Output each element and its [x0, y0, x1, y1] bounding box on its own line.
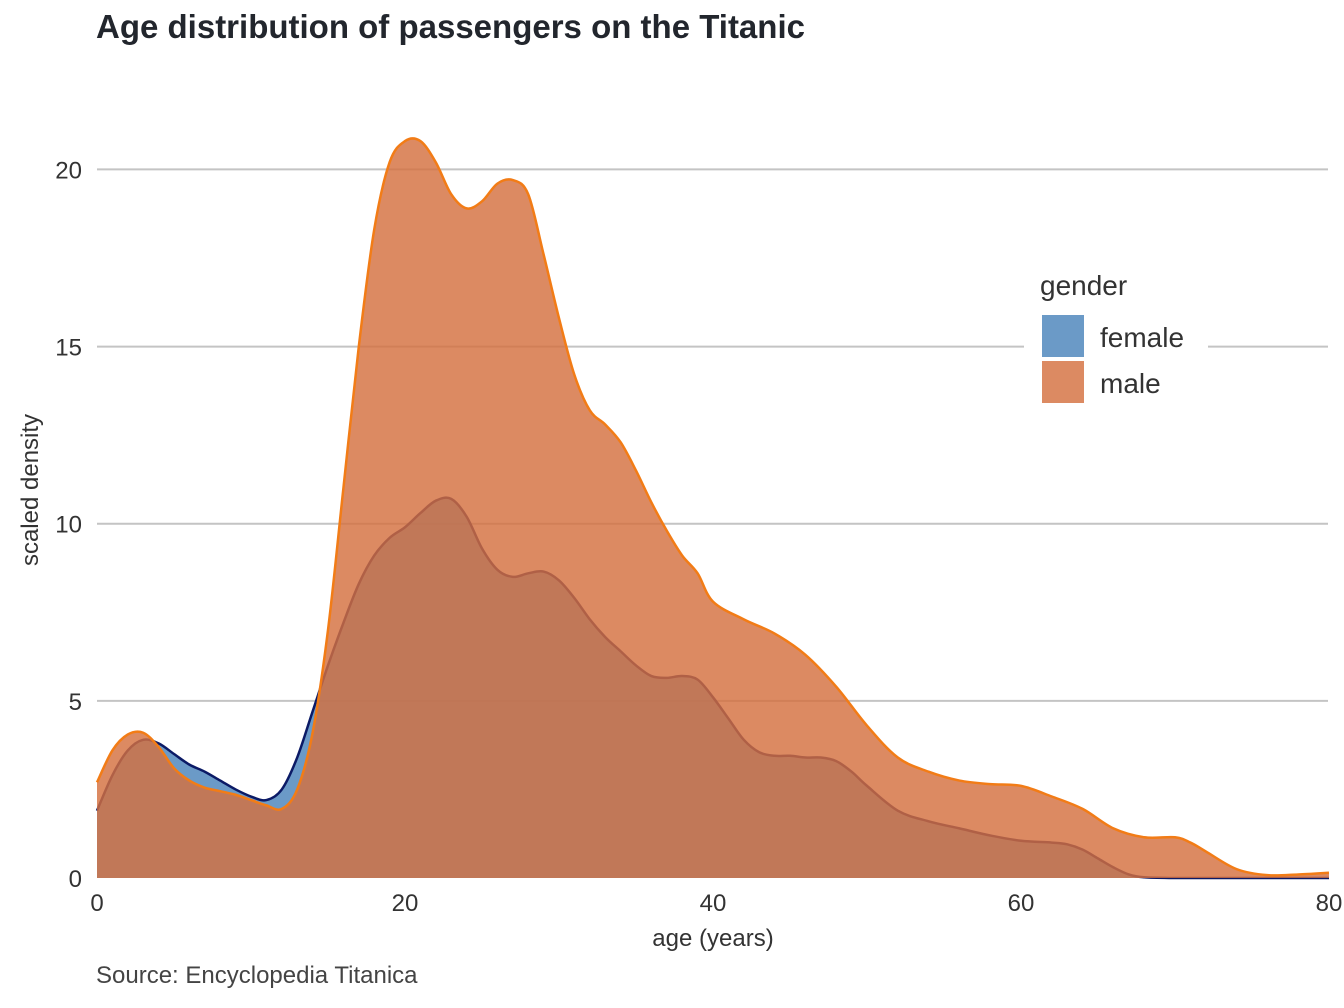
legend-label-male: male: [1100, 368, 1161, 399]
chart-caption: Source: Encyclopedia Titanica: [96, 962, 418, 989]
x-tick-label-60: 60: [1008, 890, 1035, 917]
y-tick-label-5: 5: [69, 689, 82, 716]
y-axis-title: scaled density: [17, 414, 44, 566]
x-tick-label-0: 0: [90, 890, 103, 917]
legend: gender female male: [1024, 270, 1208, 414]
line-male: [95, 137, 1330, 877]
x-axis-ticks: 0 20 40 60 80: [90, 890, 1342, 917]
legend-swatch-female: [1040, 313, 1086, 359]
x-axis-title: age (years): [652, 925, 773, 952]
x-tick-label-40: 40: [700, 890, 727, 917]
legend-label-female: female: [1100, 322, 1184, 353]
x-tick-label-20: 20: [392, 890, 419, 917]
chart-title: Age distribution of passengers on the Ti…: [96, 8, 805, 45]
area-male: [97, 138, 1329, 878]
y-axis-ticks: 0 5 10 15 20: [55, 157, 82, 893]
y-tick-label-20: 20: [55, 157, 82, 184]
x-tick-label-80: 80: [1316, 890, 1343, 917]
y-tick-label-0: 0: [69, 866, 82, 893]
y-tick-label-15: 15: [55, 335, 82, 362]
legend-title: gender: [1040, 270, 1127, 301]
y-tick-label-10: 10: [55, 512, 82, 539]
legend-swatch-male: [1040, 359, 1086, 405]
density-areas: [95, 137, 1330, 880]
